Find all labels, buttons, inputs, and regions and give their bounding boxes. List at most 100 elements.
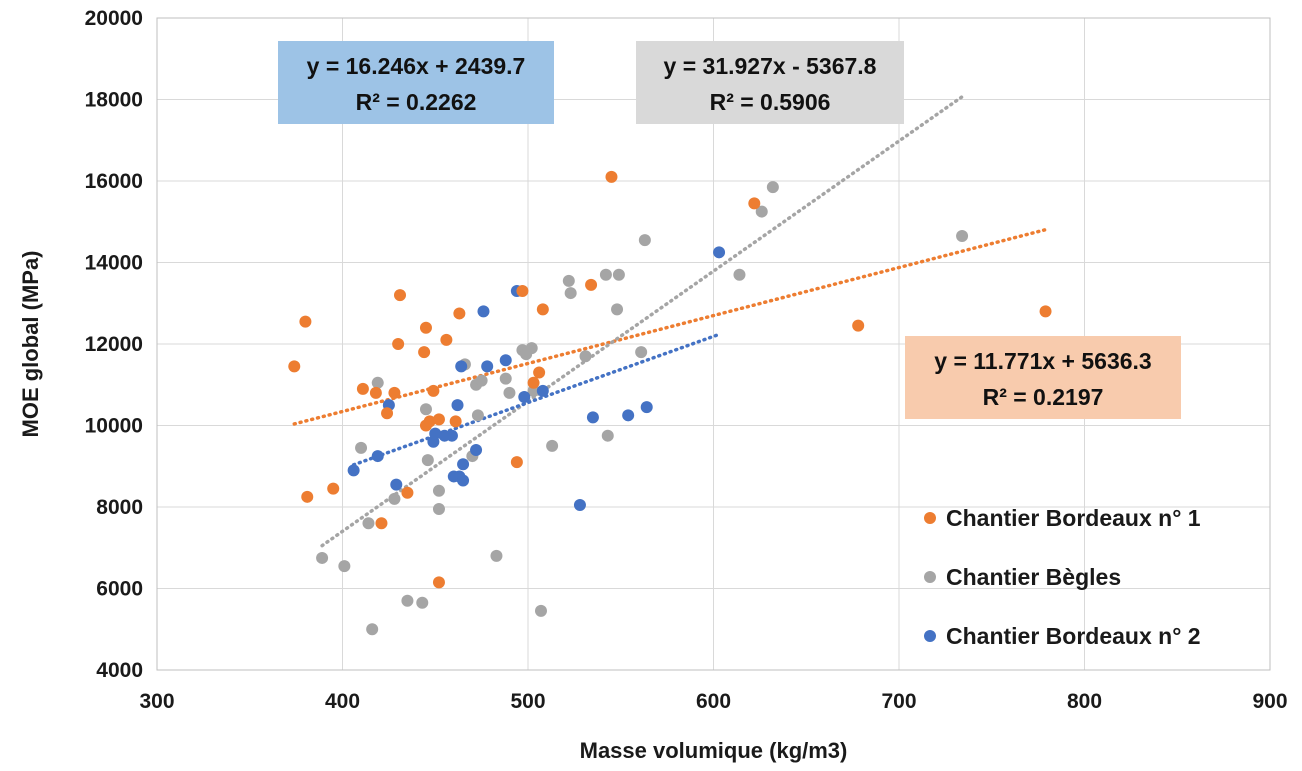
data-point <box>499 372 512 385</box>
data-point <box>427 384 440 397</box>
data-point <box>733 268 746 281</box>
data-point <box>956 230 969 243</box>
equation-box-bordeaux-1: y = 11.771x + 5636.3 R² = 0.2197 <box>905 336 1181 419</box>
y-tick-label: 14000 <box>85 252 143 275</box>
data-point <box>638 234 651 247</box>
legend-label: Chantier Bordeaux n° 2 <box>946 623 1201 649</box>
plot-area-frame <box>156 17 1271 671</box>
legend-marker <box>924 630 936 642</box>
data-point <box>369 386 382 399</box>
data-point <box>381 407 394 420</box>
data-point <box>440 333 453 346</box>
data-point <box>388 492 401 505</box>
data-point <box>562 274 575 287</box>
data-point <box>755 205 768 218</box>
data-point <box>490 549 503 562</box>
data-point <box>481 360 494 373</box>
data-point <box>766 181 779 194</box>
data-point <box>371 376 384 389</box>
data-point <box>546 439 559 452</box>
data-point <box>301 490 314 503</box>
data-point <box>533 366 546 379</box>
data-point <box>445 429 458 442</box>
data-point <box>573 498 586 511</box>
data-point <box>388 386 401 399</box>
x-axis-title: Masse volumique (kg/m3) <box>580 738 848 763</box>
data-point <box>579 350 592 363</box>
axes <box>156 17 1271 671</box>
data-point <box>449 415 462 428</box>
legend-label: Chantier Bordeaux n° 1 <box>946 505 1201 531</box>
trendline-r-squared: R² = 0.2262 <box>356 89 477 115</box>
data-point <box>453 307 466 320</box>
data-point <box>470 443 483 456</box>
legend-marker <box>924 571 936 583</box>
data-point <box>288 360 301 373</box>
data-point <box>640 401 653 414</box>
trendline <box>351 332 721 467</box>
data-point <box>418 346 431 359</box>
y-tick-label: 10000 <box>85 415 143 438</box>
data-point <box>510 456 523 469</box>
x-tick-label: 600 <box>696 690 731 713</box>
x-tick-label: 900 <box>1252 690 1287 713</box>
legend-item-begles: Chantier Bègles <box>924 564 1121 590</box>
data-point <box>355 441 368 454</box>
data-point <box>362 517 375 530</box>
legend-label: Chantier Bègles <box>946 564 1121 590</box>
legend: Chantier Bordeaux n° 1 Chantier Bègles C… <box>924 505 1201 649</box>
data-point <box>599 268 612 281</box>
data-point <box>471 409 484 422</box>
trendline-equation: y = 31.927x - 5367.8 <box>664 53 877 79</box>
x-tick-label: 700 <box>881 690 916 713</box>
y-tick-label: 6000 <box>96 578 143 601</box>
data-point <box>605 170 618 183</box>
y-tick-label: 16000 <box>85 170 143 193</box>
trendline-equation: y = 16.246x + 2439.7 <box>307 53 526 79</box>
y-axis-title: MOE global (MPa) <box>18 251 43 438</box>
data-point <box>475 374 488 387</box>
data-point <box>392 338 405 350</box>
data-point <box>316 551 329 564</box>
data-point <box>586 411 599 424</box>
equation-box-bordeaux-2: y = 16.246x + 2439.7 R² = 0.2262 <box>278 41 554 124</box>
data-point <box>536 384 549 397</box>
data-point <box>525 342 538 355</box>
data-point <box>635 346 648 359</box>
data-point <box>327 482 340 495</box>
data-point <box>516 285 529 298</box>
data-point <box>713 246 726 259</box>
data-point <box>534 604 547 617</box>
x-tick-label: 500 <box>510 690 545 713</box>
x-tick-label: 300 <box>139 690 174 713</box>
data-point <box>421 454 434 467</box>
data-point <box>748 197 761 210</box>
data-point <box>416 596 429 609</box>
y-tick-label: 8000 <box>96 496 143 519</box>
y-tick-label: 20000 <box>85 7 143 30</box>
equation-box-background <box>636 41 904 124</box>
data-point <box>457 458 470 471</box>
data-point <box>457 474 470 487</box>
data-point <box>429 427 442 440</box>
data-points <box>288 170 1052 636</box>
data-point <box>419 321 432 334</box>
y-tick-label: 12000 <box>85 333 143 356</box>
legend-marker <box>924 512 936 524</box>
data-point <box>347 464 360 477</box>
legend-item-bordeaux-2: Chantier Bordeaux n° 2 <box>924 623 1201 649</box>
trendline-r-squared: R² = 0.5906 <box>710 89 831 115</box>
data-point <box>338 560 351 573</box>
data-point <box>375 517 388 530</box>
equation-box-begles: y = 31.927x - 5367.8 R² = 0.5906 <box>636 41 904 124</box>
data-point <box>1039 305 1052 318</box>
data-point <box>564 287 577 300</box>
data-point <box>601 429 614 442</box>
data-point <box>585 278 598 291</box>
data-point <box>527 376 540 389</box>
data-point <box>419 403 432 416</box>
legend-item-bordeaux-1: Chantier Bordeaux n° 1 <box>924 505 1201 531</box>
data-point <box>401 594 414 607</box>
data-point <box>366 623 379 636</box>
